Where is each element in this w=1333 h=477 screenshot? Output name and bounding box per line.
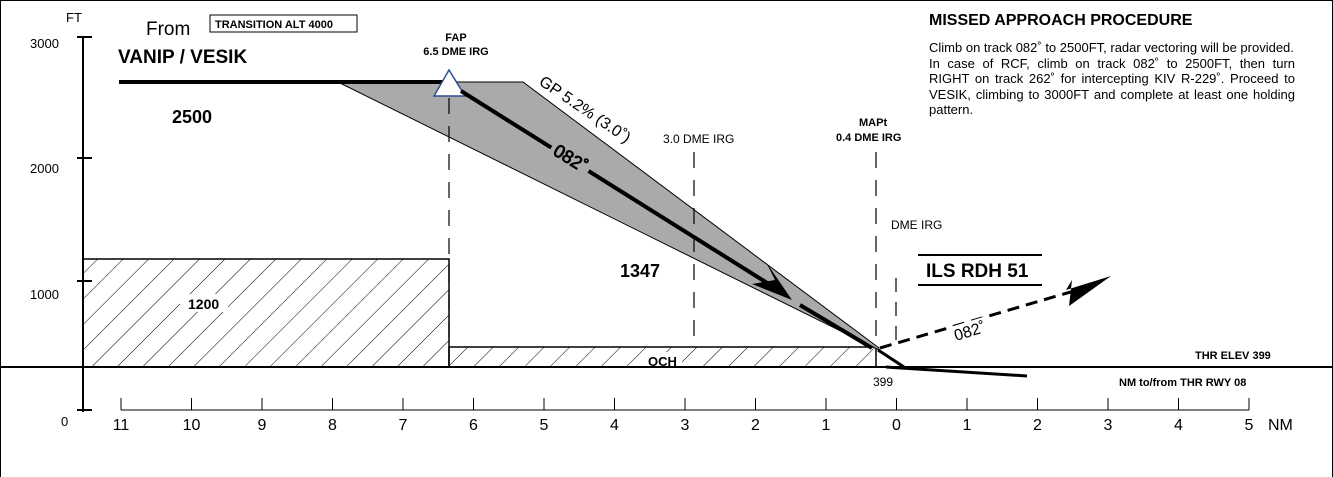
fap-name: FAP bbox=[445, 32, 466, 44]
dme-3-label: 3.0 DME IRG bbox=[663, 132, 734, 146]
missed-approach-paragraph: In case of RCF, climb on track 082˚ to 2… bbox=[929, 55, 1295, 118]
mapt-dme: 0.4 DME IRG bbox=[836, 132, 901, 144]
nm-tick-label: 2 bbox=[751, 417, 760, 434]
runway-segment bbox=[885, 365, 1028, 378]
final-approach-track bbox=[459, 89, 774, 288]
nm-tick-label: 4 bbox=[1174, 417, 1183, 434]
nm-unit: NM bbox=[1268, 417, 1293, 434]
final-approach-arrow-icon bbox=[752, 262, 792, 300]
missed-approach-title: MISSED APPROACH PROCEDURE bbox=[929, 12, 1193, 29]
nm-tick-label: 1 bbox=[963, 417, 972, 434]
thr-segment bbox=[877, 348, 905, 369]
from-fix: VANIP / VESIK bbox=[118, 47, 247, 68]
nm-tick-label: 10 bbox=[183, 417, 201, 434]
nm-tick-label: 7 bbox=[399, 417, 408, 434]
missed-track-label: 082˚ bbox=[952, 319, 988, 345]
nm-tick-label: 11 bbox=[113, 417, 130, 434]
nm-tick-label: 4 bbox=[610, 417, 619, 434]
nm-tick-label: 9 bbox=[258, 417, 267, 434]
final-approach-track-end bbox=[798, 303, 874, 350]
glidepath-area bbox=[337, 81, 880, 351]
nm-tick-label: 8 bbox=[328, 417, 337, 434]
intermediate-altitude: 2500 bbox=[172, 107, 212, 127]
from-label: From bbox=[146, 19, 190, 40]
nm-reference: NM to/from THR RWY 08 bbox=[1119, 377, 1246, 389]
mapt-name: MAPt bbox=[859, 117, 887, 129]
thr-elevation: THR ELEV 399 bbox=[1195, 350, 1271, 362]
nm-tick-label: 3 bbox=[1104, 417, 1113, 434]
fap-triangle-icon bbox=[432, 68, 467, 97]
nm-tick-label: 5 bbox=[540, 417, 549, 434]
nm-scale: 11 10 9 8 7 6 5 4 3 2 1 0 1 2 3 4 5 bbox=[113, 398, 1254, 434]
y-tick-label: 3000 bbox=[30, 36, 59, 51]
nm-tick-label: 0 bbox=[892, 417, 901, 434]
transition-alt: TRANSITION ALT 4000 bbox=[215, 19, 333, 31]
y-tick-label: 0 bbox=[61, 414, 68, 429]
ils-rdh: ILS RDH 51 bbox=[926, 261, 1029, 282]
track-label-bg bbox=[546, 138, 595, 179]
nm-tick-label: 2 bbox=[1033, 417, 1042, 434]
och-label: OCH bbox=[648, 354, 677, 369]
missed-approach-arrow-icon bbox=[1066, 276, 1111, 306]
nm-tick-label: 5 bbox=[1245, 417, 1254, 434]
altitude-1200-bg bbox=[180, 294, 228, 312]
transition-box bbox=[209, 14, 358, 33]
missed-approach-paragraph: Climb on track 082˚ to 2500FT, radar vec… bbox=[929, 40, 1294, 55]
nm-tick-label: 3 bbox=[681, 417, 690, 434]
nm-tick-label: 6 bbox=[469, 417, 478, 434]
fap-dme: 6.5 DME IRG bbox=[423, 46, 488, 58]
hatched-area-1200 bbox=[82, 258, 450, 368]
altitude-1200: 1200 bbox=[188, 296, 219, 312]
altitude-1347: 1347 bbox=[620, 261, 660, 281]
y-tick-label: 1000 bbox=[30, 287, 59, 302]
y-tick-label: 2000 bbox=[30, 161, 59, 176]
nm-tick-label: 1 bbox=[822, 417, 831, 434]
missed-track-label-bg bbox=[948, 315, 995, 345]
och-bg bbox=[644, 352, 682, 368]
missed-approach-text: MISSED APPROACH PROCEDURE Climb on track… bbox=[929, 12, 1295, 118]
y-axis-unit: FT bbox=[66, 10, 82, 25]
dme-irg-label: DME IRG bbox=[891, 218, 942, 232]
thr-value: 399 bbox=[873, 375, 893, 389]
